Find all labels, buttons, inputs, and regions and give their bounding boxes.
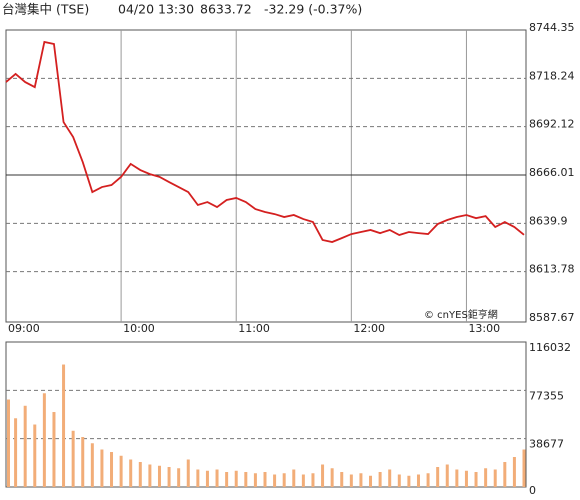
y-tick-label: 8692.12 [529, 118, 575, 131]
volume-bar [407, 475, 411, 487]
volume-bar [369, 475, 373, 487]
volume-bar [311, 473, 315, 487]
volume-bar [42, 393, 46, 487]
price-change: -32.29 (-0.37%) [264, 2, 362, 17]
volume-bar [253, 473, 257, 487]
volume-bar [436, 467, 440, 487]
volume-bar [186, 459, 190, 487]
volume-bar [148, 464, 152, 487]
volume-bar [23, 405, 27, 487]
y-tick-label: 77355 [529, 389, 564, 402]
volume-bar [474, 472, 478, 487]
y-tick-label: 8744.35 [529, 21, 575, 34]
volume-bar [503, 462, 507, 487]
volume-bar [330, 468, 334, 487]
volume-bar [397, 474, 401, 487]
volume-bar [52, 412, 56, 487]
volume-bar [138, 462, 142, 487]
y-tick-label: 0 [529, 484, 536, 497]
watermark: © cnYES鉅亨網 [424, 308, 498, 321]
volume-bar [14, 418, 18, 487]
volume-bar [522, 449, 526, 487]
volume-bar [263, 472, 267, 487]
y-tick-label: 116032 [529, 341, 571, 354]
volume-bar [129, 459, 133, 487]
volume-bar [244, 472, 248, 487]
volume-bar [455, 469, 459, 487]
volume-bar [464, 470, 468, 487]
volume-bar [388, 469, 392, 487]
x-tick-label: 09:00 [8, 322, 40, 335]
y-tick-label: 8718.24 [529, 69, 575, 82]
volume-bar [512, 457, 516, 487]
y-tick-label: 8587.67 [529, 311, 575, 324]
volume-bar [349, 474, 353, 487]
price-line [5, 40, 525, 243]
volume-bar [493, 469, 497, 487]
volume-bar [7, 399, 10, 487]
volume-bar [301, 474, 305, 487]
y-tick-label: 8613.78 [529, 263, 575, 276]
volume-bar [81, 437, 85, 487]
quote-time: 04/20 13:30 [118, 2, 194, 17]
volume-bar [71, 430, 75, 487]
volume-bar [359, 473, 363, 487]
volume-bar [119, 455, 123, 487]
volume-bar [33, 424, 37, 487]
volume-bar [340, 472, 344, 487]
y-tick-label: 8666.01 [529, 166, 575, 179]
volume-bar [292, 469, 296, 487]
x-tick-label: 11:00 [238, 322, 270, 335]
volume-bar [321, 464, 325, 487]
volume-bar [273, 474, 277, 487]
volume-bar [484, 468, 488, 487]
volume-bar [157, 465, 161, 487]
volume-bar [110, 452, 114, 487]
volume-bar [177, 468, 181, 487]
last-price: 8633.72 [200, 2, 252, 17]
x-tick-label: 13:00 [468, 322, 500, 335]
volume-bar [426, 473, 430, 487]
volume-bar [90, 443, 94, 487]
index-name: 台灣集中 (TSE) [2, 2, 89, 17]
volume-bar [167, 467, 171, 487]
volume-bar [445, 464, 449, 487]
volume-bar [234, 470, 238, 487]
volume-bar [196, 469, 200, 487]
volume-bar [416, 474, 420, 487]
volume-bar [215, 469, 219, 487]
volume-bar [282, 473, 286, 487]
x-tick-label: 10:00 [123, 322, 155, 335]
volume-bar [225, 472, 229, 487]
x-tick-label: 12:00 [353, 322, 385, 335]
y-tick-label: 38677 [529, 438, 564, 451]
y-tick-label: 8639.9 [529, 214, 568, 227]
volume-bar [62, 364, 66, 487]
volume-bar [205, 470, 209, 487]
price-panel [5, 29, 527, 323]
volume-bar [100, 449, 104, 487]
volume-bar [378, 472, 382, 487]
